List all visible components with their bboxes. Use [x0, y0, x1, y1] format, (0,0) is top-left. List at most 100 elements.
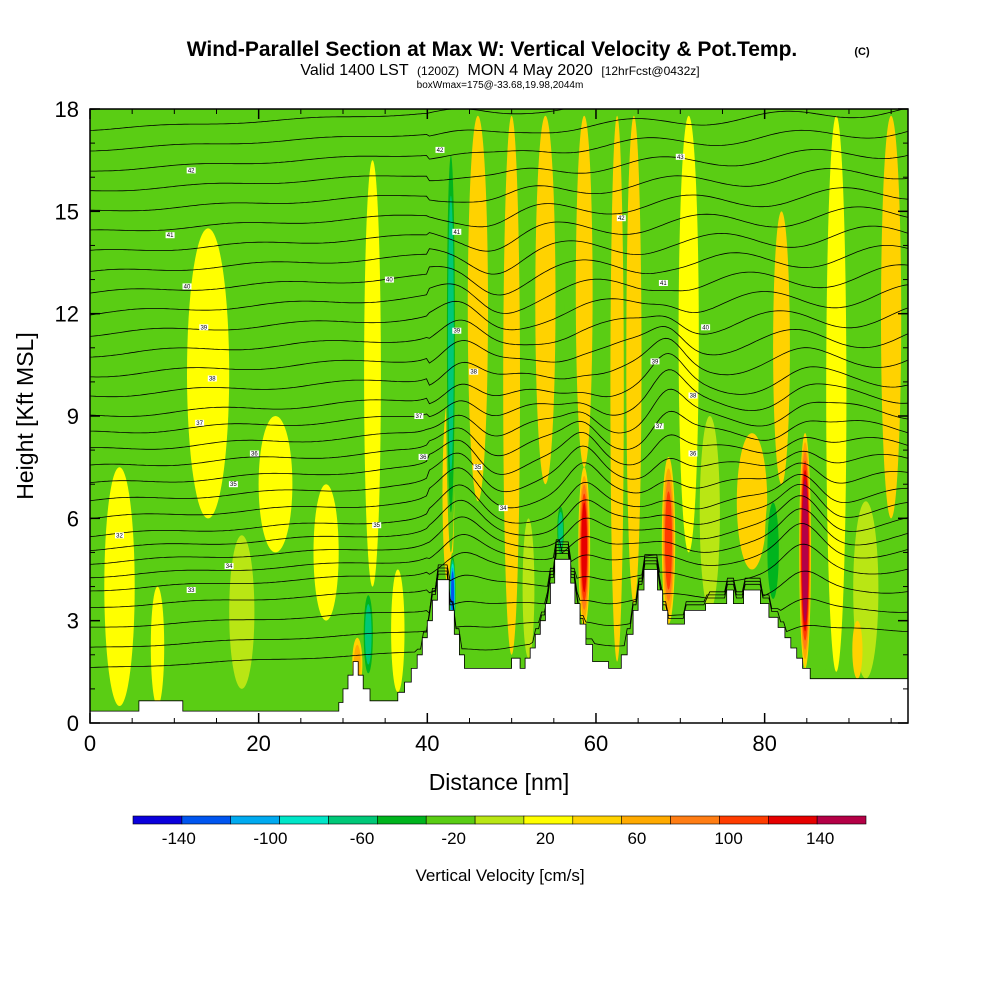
theta-label-text: 41 — [660, 281, 667, 287]
theta-contour-line — [90, 388, 908, 450]
theta-label-text: 36 — [251, 452, 258, 458]
velocity-plume — [564, 115, 574, 570]
theta-contour-line — [90, 543, 908, 608]
theta-label: 40 — [701, 324, 711, 331]
theta-contour-line — [90, 495, 908, 565]
theta-contour-line — [90, 245, 908, 296]
theta-label: 42 — [435, 146, 445, 154]
theta-label: 32 — [115, 532, 124, 539]
colorbar-swatch — [328, 815, 378, 825]
theta-label: 39 — [650, 358, 660, 365]
velocity-plume — [503, 115, 520, 655]
velocity-plume — [643, 211, 654, 570]
theta-label-bg — [498, 505, 508, 512]
colorbar-swatch — [621, 815, 671, 825]
subtitle-valid-time: Valid 1400 LST — [300, 62, 408, 79]
colorbar-tick-label: 20 — [536, 829, 555, 848]
theta-contour-line — [90, 206, 908, 252]
colorbar-swatch — [425, 815, 476, 825]
colorbar-swatch — [474, 815, 525, 825]
theta-contour-line — [90, 410, 908, 467]
theta-label-text: 32 — [116, 533, 123, 539]
theta-label: 38 — [469, 368, 479, 376]
theta-label-bg — [473, 464, 483, 471]
theta-label: 39 — [452, 327, 462, 335]
x-tick-label: 0 — [84, 731, 96, 756]
theta-label-bg — [654, 423, 664, 430]
y-tick-label: 12 — [55, 302, 79, 327]
theta-label-text: 40 — [184, 284, 191, 290]
theta-label-bg — [199, 324, 209, 331]
colorbar-labels: -140 -100 -60 -20 20 60 100 140 — [162, 829, 835, 848]
theta-label: 35 — [372, 522, 382, 529]
theta-label: 34 — [498, 505, 508, 512]
theta-label-text: 36 — [690, 452, 697, 458]
theta-label: 37 — [654, 423, 664, 430]
theta-label: 37 — [414, 413, 424, 420]
theta-label: 37 — [195, 419, 205, 427]
theta-contour-line — [90, 337, 908, 398]
theta-label-text: 40 — [386, 278, 393, 284]
velocity-field — [104, 115, 902, 706]
velocity-plume — [581, 502, 587, 593]
colorbar-tick-label: 60 — [627, 829, 646, 848]
theta-label-bg — [224, 563, 234, 570]
theta-label-text: 40 — [702, 325, 709, 331]
theta-label: 41 — [165, 232, 175, 239]
velocity-plume — [482, 518, 499, 669]
theta-label-text: 35 — [373, 523, 380, 529]
velocity-plume — [736, 433, 768, 570]
theta-contour-line — [90, 129, 908, 172]
colorbar-tick-label: -140 — [162, 829, 196, 848]
theta-label-text: 35 — [230, 482, 237, 488]
theta-label: 38 — [688, 392, 698, 400]
colorbar-tick-label: 100 — [714, 829, 742, 848]
colorbar-tick-label: -20 — [441, 829, 466, 848]
colorbar-title: Vertical Velocity [cm/s] — [415, 866, 584, 885]
theta-contour-line — [90, 431, 908, 484]
theta-label-text: 38 — [690, 394, 697, 400]
y-axis-label: Height [Kft MSL] — [12, 332, 38, 499]
subtitle-utc-time: (1200Z) — [417, 64, 459, 78]
theta-contour-line — [90, 508, 908, 579]
theta-label: 43 — [675, 153, 685, 161]
velocity-plume — [229, 535, 255, 689]
theta-label: 35 — [473, 464, 483, 471]
y-tick-label: 3 — [67, 609, 79, 634]
colorbar-tick-label: -60 — [350, 829, 375, 848]
theta-label: 40 — [182, 283, 192, 290]
theta-label-bg — [207, 375, 217, 382]
theta-label-text: 39 — [200, 325, 207, 331]
theta-label-bg — [469, 368, 479, 375]
theta-label-text: 37 — [196, 421, 203, 427]
subtitle-valid-date: MON 4 May 2020 — [468, 62, 593, 79]
colorbar-swatch — [572, 815, 622, 825]
theta-contour-line — [90, 326, 908, 378]
theta-label-bg — [249, 450, 259, 457]
velocity-plume — [802, 488, 808, 613]
terrain-outline — [90, 558, 908, 712]
theta-label-bg — [452, 327, 462, 334]
colorbar-swatch — [816, 815, 867, 825]
colorbar-swatch — [132, 815, 183, 825]
theta-label: 33 — [186, 587, 196, 594]
theta-label-text: 42 — [188, 168, 195, 174]
theta-label-bg — [182, 283, 192, 290]
velocity-plume — [455, 115, 464, 553]
x-axis-label: Distance [nm] — [429, 769, 570, 795]
velocity-plume — [410, 279, 428, 621]
chart-subtitle: Valid 1400 LST (1200Z) MON 4 May 2020 [1… — [300, 62, 699, 79]
colorbar — [132, 815, 867, 825]
theta-contour-line — [90, 550, 908, 648]
x-tick-label: 80 — [752, 731, 776, 756]
theta-label-bg — [658, 280, 668, 286]
theta-label-bg — [384, 276, 394, 283]
theta-label-text: 37 — [416, 414, 423, 420]
theta-label: 38 — [207, 375, 217, 383]
velocity-plume — [522, 518, 535, 659]
theta-label-text: 41 — [453, 230, 460, 236]
velocity-plume — [150, 586, 165, 706]
theta-label-bg — [675, 153, 685, 160]
colorbar-swatch — [523, 815, 574, 825]
